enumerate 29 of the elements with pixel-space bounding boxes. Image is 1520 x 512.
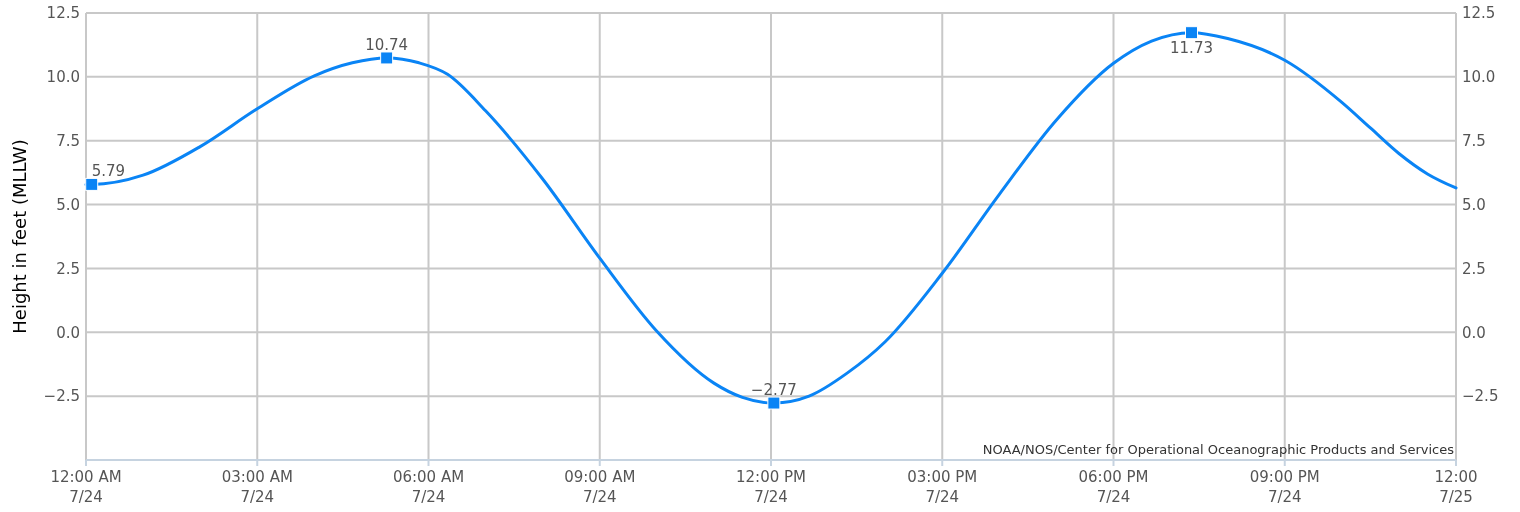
x-tick-label: 09:00 PM 7/24 — [1249, 468, 1320, 506]
y-axis-title: Height in feet (MLLW) — [9, 139, 30, 334]
x-tick-label: 12:00 PM 7/24 — [736, 468, 806, 506]
y-tick-label: 7.5 — [56, 131, 80, 150]
y2-tick-label: 10.0 — [1462, 68, 1496, 87]
y-tick-label: 12.5 — [46, 4, 80, 23]
data-label: 11.73 — [1170, 38, 1213, 57]
x-tick-label: 03:00 AM 7/24 — [221, 468, 293, 506]
y-tick-label: −2.5 — [43, 387, 80, 406]
x-tick-label: 03:00 PM 7/24 — [907, 468, 978, 506]
y2-tick-label: 2.5 — [1462, 259, 1486, 278]
y2-tick-label: 0.0 — [1462, 323, 1486, 342]
x-tick-label: 12:00 AM 7/24 — [50, 468, 122, 506]
y-tick-label: 10.0 — [46, 68, 80, 87]
y2-tick-label: 7.5 — [1462, 131, 1486, 150]
data-label: −2.77 — [750, 381, 797, 400]
y-tick-label: 2.5 — [56, 259, 80, 278]
y2-tick-label: −2.5 — [1462, 387, 1499, 406]
y-tick-label: 5.0 — [56, 195, 80, 214]
x-tick-label: 09:00 AM 7/24 — [564, 468, 636, 506]
x-tick-label: 06:00 PM 7/24 — [1078, 468, 1149, 506]
data-label: 10.74 — [365, 35, 409, 54]
x-tick-label: 12:00 7/25 — [1434, 468, 1478, 506]
x-tick-label: 06:00 AM 7/24 — [392, 468, 465, 506]
data-label: 5.79 — [91, 162, 126, 181]
y2-tick-label: 12.5 — [1462, 4, 1496, 23]
annotation: NOAA/NOS/Center for Operational Oceanographic Products and Services — [982, 442, 1455, 457]
y2-tick-label: 5.0 — [1462, 195, 1486, 214]
y-tick-label: 0.0 — [56, 323, 80, 342]
